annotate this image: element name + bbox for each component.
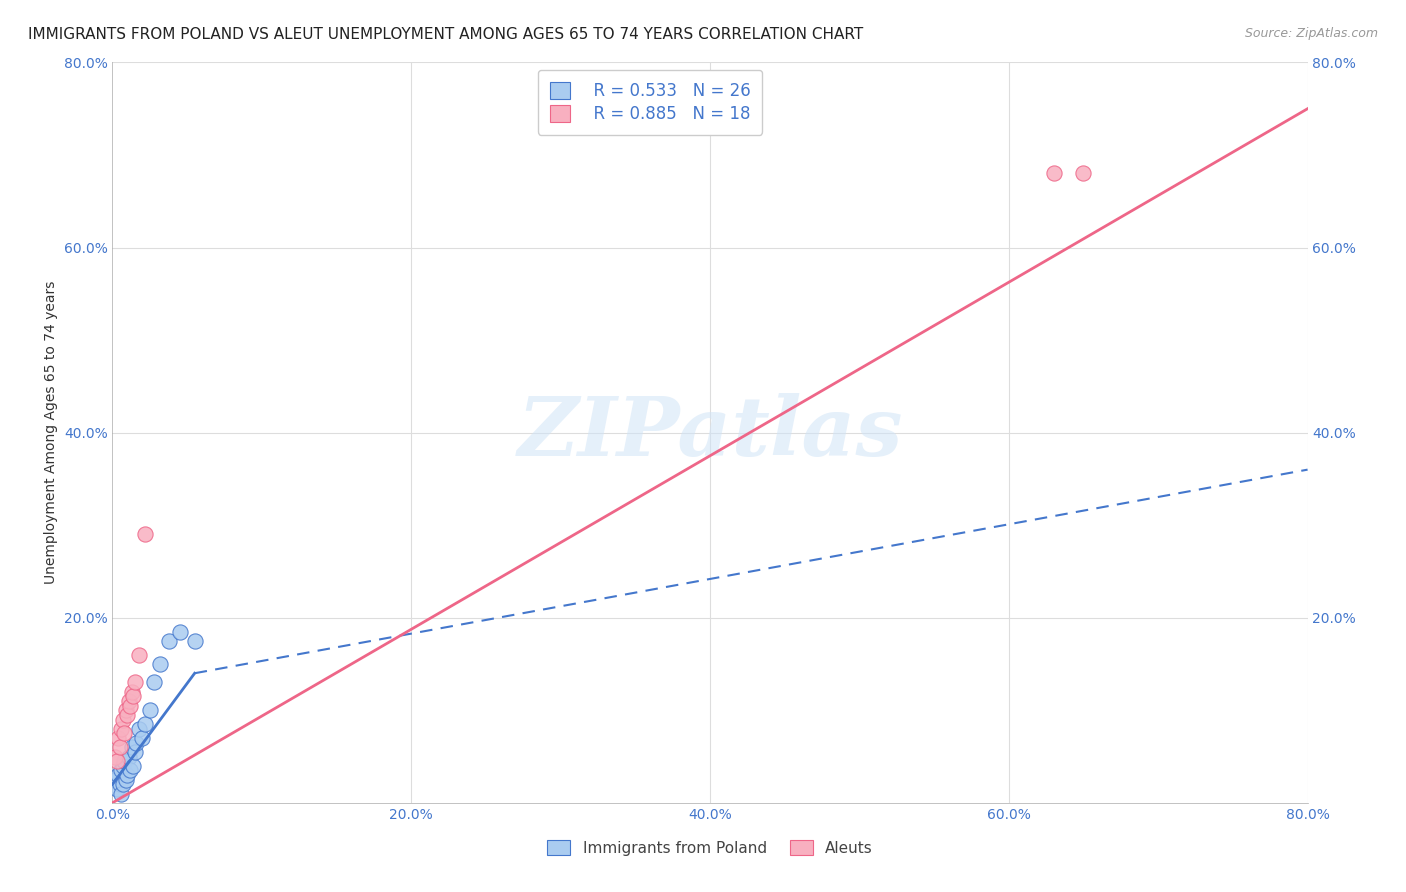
Text: ZIPatlas: ZIPatlas [517,392,903,473]
Point [111,713,134,727]
Text: Source: ZipAtlas.com: Source: ZipAtlas.com [1244,27,1378,40]
Point [114,726,135,740]
Point [122,758,145,772]
Point [122,690,145,704]
Point [107,731,129,745]
Point [139,703,162,717]
Point [104,772,127,787]
Point [120,764,142,778]
Point [134,527,156,541]
Point [105,781,128,796]
Legend: Immigrants from Poland, Aleuts: Immigrants from Poland, Aleuts [541,834,879,862]
Text: IMMIGRANTS FROM POLAND VS ALEUT UNEMPLOYMENT AMONG AGES 65 TO 74 YEARS CORRELATI: IMMIGRANTS FROM POLAND VS ALEUT UNEMPLOY… [28,27,863,42]
Point [169,624,191,639]
Point [124,675,146,690]
Point [134,717,156,731]
Point [108,777,131,791]
Point [131,731,153,745]
Point [128,722,150,736]
Point [121,685,143,699]
Point [107,768,129,782]
Point [118,749,141,764]
Point [1042,166,1064,180]
Point [149,657,172,671]
Point [114,754,135,768]
Point [157,633,180,648]
Point [117,707,139,722]
Point [128,648,150,662]
Point [143,675,166,690]
Point [105,754,128,768]
Point [110,787,132,801]
Point [183,633,205,648]
Point [115,703,138,717]
Point [120,698,142,713]
Point [110,764,132,778]
Point [111,758,134,772]
Point [124,745,146,759]
Point [111,777,134,791]
Point [121,740,143,755]
Y-axis label: Unemployment Among Ages 65 to 74 years: Unemployment Among Ages 65 to 74 years [44,281,58,584]
Point [1073,166,1095,180]
Point [108,740,131,755]
Point [117,768,139,782]
Point [110,722,132,736]
Point [115,772,138,787]
Point [125,736,148,750]
Point [104,749,127,764]
Point [118,694,141,708]
